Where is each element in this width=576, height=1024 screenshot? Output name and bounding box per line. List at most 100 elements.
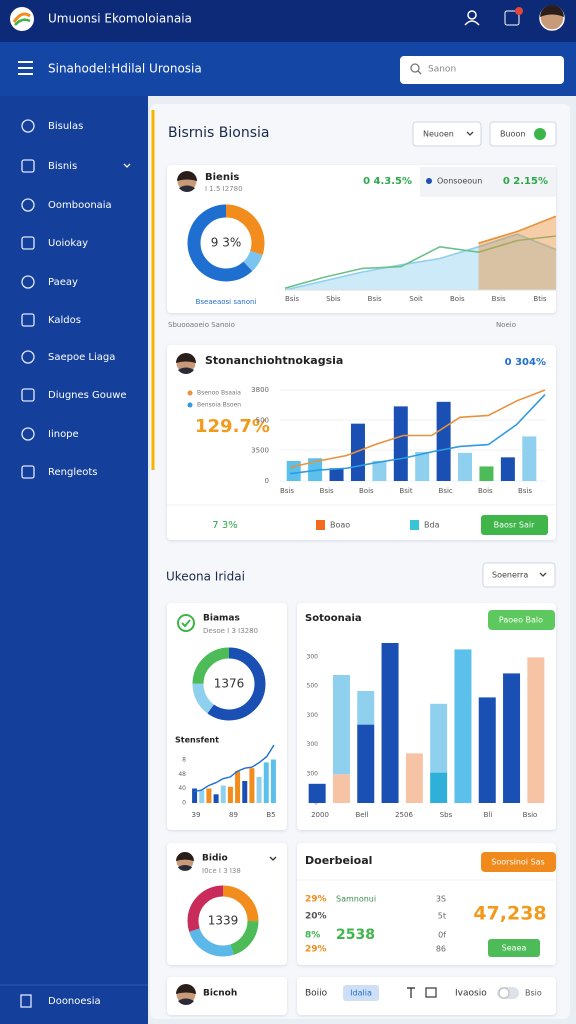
nav-item[interactable]: Uoiokay <box>48 238 88 249</box>
nav-item[interactable]: Bisnis <box>48 161 77 172</box>
button-label: Buoon <box>500 130 525 139</box>
chevron <box>123 163 131 168</box>
bar <box>436 401 451 481</box>
donut-segment <box>192 647 266 721</box>
primary-button[interactable] <box>488 939 540 957</box>
legend-dot <box>187 390 193 396</box>
label: Boiio <box>305 989 328 999</box>
bar <box>329 468 344 481</box>
action-button[interactable] <box>489 121 557 147</box>
bar <box>415 451 430 481</box>
donut-segment <box>187 204 265 282</box>
bar <box>479 466 494 481</box>
bar <box>393 406 408 481</box>
user-icon[interactable] <box>467 10 477 20</box>
card-title: Doerbeioal <box>305 854 372 867</box>
line <box>193 744 275 793</box>
x-tick-label: Sbis <box>326 295 341 303</box>
bar <box>206 788 212 803</box>
primary-button[interactable] <box>481 515 548 535</box>
filter-label: Neuoen <box>423 130 454 139</box>
button-icon <box>534 128 546 140</box>
card <box>167 977 287 1015</box>
bar-segment <box>332 675 350 775</box>
label: Bsio <box>525 989 542 998</box>
avatar-hair <box>176 852 194 861</box>
x-tick-label: Bsis <box>285 295 299 303</box>
legend-label: Oonsoeoun <box>437 177 482 186</box>
search-box[interactable] <box>400 56 564 84</box>
legend-label: Bensoia Bsoen <box>197 402 241 409</box>
select[interactable] <box>482 562 556 588</box>
avatar-body <box>178 367 194 374</box>
bar <box>235 771 241 803</box>
primary-button[interactable] <box>481 852 556 872</box>
y-tick-label: 500 <box>256 416 269 424</box>
nav-item[interactable]: Saepoe Liaga <box>48 352 115 363</box>
bar <box>522 436 537 481</box>
nav-item[interactable]: Paeay <box>48 277 78 288</box>
line <box>289 389 546 469</box>
pill-label: Idalia <box>350 989 372 998</box>
button-label: Baosr Sair <box>494 521 535 530</box>
bar <box>500 457 515 481</box>
nav-item[interactable]: Iinope <box>48 429 79 440</box>
stat: 0 304% <box>505 357 546 368</box>
button-label: Soorsinoi Sas <box>491 858 544 867</box>
text-icon[interactable] <box>407 987 415 998</box>
nav-item[interactable]: Kaldos <box>48 315 81 326</box>
x-tick-label: Bsis <box>320 487 334 495</box>
card-name: Biamas <box>203 614 240 624</box>
footnote: Noeio <box>496 321 516 329</box>
calendar-icon[interactable] <box>504 10 520 26</box>
bar-segment <box>527 657 545 803</box>
row-pct: 29% <box>305 945 327 955</box>
bar-segment <box>308 783 326 803</box>
bar-segment <box>430 703 448 773</box>
y-tick-label: 0 <box>265 477 269 485</box>
nav-icon <box>21 236 35 250</box>
x-tick-label: 2506 <box>395 811 413 819</box>
x-tick-label: Btis <box>533 295 546 303</box>
x-tick-label: 89 <box>229 811 238 819</box>
nav-item[interactable]: Oomboonaia <box>48 200 112 211</box>
avatar-hair <box>176 984 196 994</box>
y-tick-label: 48 <box>178 771 186 778</box>
select-label: Soenerra <box>492 571 528 580</box>
nav-item[interactable]: Bisulas <box>48 121 83 132</box>
y-tick-label: 3500 <box>251 447 269 455</box>
card-name: Bienis <box>205 172 239 183</box>
bar <box>242 780 248 803</box>
bar <box>227 786 233 803</box>
search-icon <box>410 63 420 73</box>
filter-dropdown[interactable] <box>412 121 482 147</box>
row-label: Samnonui <box>336 895 376 904</box>
avatar-body <box>178 998 194 1005</box>
row-code: 3S <box>436 895 446 904</box>
pill[interactable] <box>343 985 379 1001</box>
stat: 7 3% <box>212 520 237 531</box>
y-tick-label: 0 <box>182 800 186 807</box>
x-tick-label: Bsit <box>399 487 412 495</box>
bar <box>270 759 276 803</box>
chevron <box>466 131 474 136</box>
y-tick-label: 3800 <box>251 386 269 394</box>
stat: 0 4.3.5% <box>363 176 412 187</box>
primary-button[interactable] <box>488 610 555 630</box>
nav-icon <box>21 159 35 173</box>
line <box>289 394 546 475</box>
nav-footer[interactable]: Doonoesia <box>48 996 101 1007</box>
nav-icon <box>21 350 35 364</box>
legend-label: Boao <box>330 521 350 530</box>
row-pct: 29% <box>305 895 327 905</box>
x-tick-label: Bli <box>484 811 493 819</box>
y-tick-label: 300 <box>307 741 319 748</box>
nav-item[interactable]: Rengleots <box>48 467 98 478</box>
nav-item[interactable]: Diugnes Gouwe <box>48 390 127 401</box>
legend-label: Bsenoo Bsaaia <box>197 390 241 397</box>
print-icon[interactable] <box>425 987 437 998</box>
card-title: Stonanchiohtnokagsia <box>205 354 343 367</box>
bar <box>213 794 219 803</box>
line <box>284 235 557 289</box>
legend-label: Bda <box>424 521 440 530</box>
